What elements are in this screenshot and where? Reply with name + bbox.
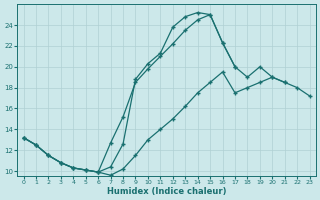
- X-axis label: Humidex (Indice chaleur): Humidex (Indice chaleur): [107, 187, 226, 196]
